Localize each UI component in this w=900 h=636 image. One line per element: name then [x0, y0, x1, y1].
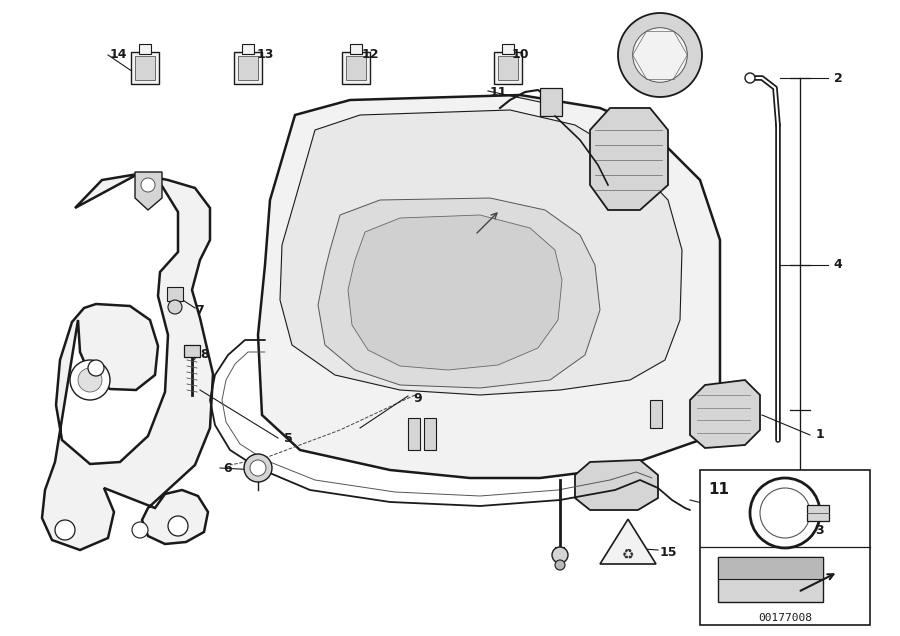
Polygon shape	[690, 380, 760, 448]
Text: 13: 13	[256, 48, 274, 62]
Circle shape	[618, 13, 702, 97]
Text: 1: 1	[815, 429, 824, 441]
Bar	[346, 56, 366, 80]
Circle shape	[78, 368, 102, 392]
Bar	[718, 557, 823, 579]
Circle shape	[555, 560, 565, 570]
Text: ♻: ♻	[622, 548, 634, 562]
Circle shape	[633, 28, 688, 82]
Text: 11: 11	[708, 482, 729, 497]
Circle shape	[141, 178, 155, 192]
Text: 5: 5	[284, 431, 292, 445]
Bar	[498, 56, 518, 80]
Circle shape	[244, 454, 272, 482]
Text: 15: 15	[659, 546, 677, 558]
Bar	[184, 345, 200, 357]
Circle shape	[552, 547, 568, 563]
Bar	[135, 56, 155, 80]
Bar	[494, 52, 522, 84]
Polygon shape	[600, 519, 656, 564]
Circle shape	[88, 360, 104, 376]
Bar	[700, 470, 870, 625]
Circle shape	[168, 300, 182, 314]
Polygon shape	[135, 172, 162, 210]
Polygon shape	[258, 95, 720, 478]
Polygon shape	[318, 198, 600, 388]
Bar	[131, 52, 159, 84]
Bar	[167, 287, 183, 301]
Bar	[139, 44, 151, 54]
Text: 3: 3	[815, 523, 824, 537]
Text: 6: 6	[224, 462, 232, 474]
Bar	[807, 505, 829, 521]
Bar	[540, 88, 562, 116]
Polygon shape	[590, 108, 668, 210]
Bar	[242, 44, 254, 54]
Bar	[408, 418, 420, 450]
Text: 12: 12	[361, 48, 379, 62]
Text: 11: 11	[490, 85, 507, 99]
Polygon shape	[42, 174, 213, 550]
Circle shape	[168, 516, 188, 536]
Circle shape	[70, 360, 110, 400]
Text: 00177008: 00177008	[758, 613, 812, 623]
Circle shape	[55, 520, 75, 540]
Text: 2: 2	[833, 71, 842, 85]
Bar	[238, 56, 258, 80]
Bar	[234, 52, 262, 84]
Bar	[350, 44, 362, 54]
Bar	[502, 44, 514, 54]
Text: 4: 4	[833, 258, 842, 272]
Polygon shape	[348, 215, 562, 370]
Text: 8: 8	[201, 349, 210, 361]
Bar	[424, 418, 436, 450]
Text: 14: 14	[109, 48, 127, 62]
Bar	[650, 400, 662, 428]
Polygon shape	[575, 460, 658, 510]
Text: 10: 10	[511, 48, 529, 62]
Bar	[342, 52, 370, 84]
Text: 7: 7	[195, 303, 204, 317]
Text: 9: 9	[414, 392, 422, 404]
Polygon shape	[280, 110, 682, 395]
Circle shape	[132, 522, 148, 538]
Circle shape	[250, 460, 266, 476]
Bar	[718, 557, 823, 602]
Circle shape	[745, 73, 755, 83]
